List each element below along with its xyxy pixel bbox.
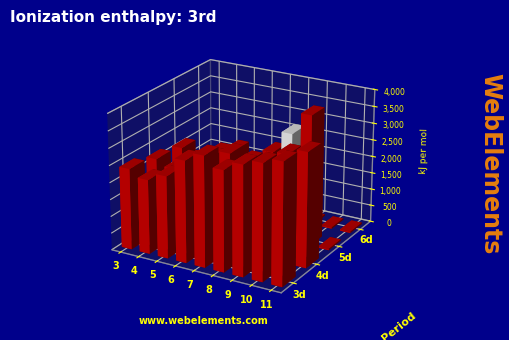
Text: Ionization enthalpy: 3rd: Ionization enthalpy: 3rd (10, 10, 216, 25)
Text: www.webelements.com: www.webelements.com (139, 317, 268, 326)
Text: WebElements: WebElements (477, 72, 501, 254)
Y-axis label: Period: Period (379, 311, 416, 340)
